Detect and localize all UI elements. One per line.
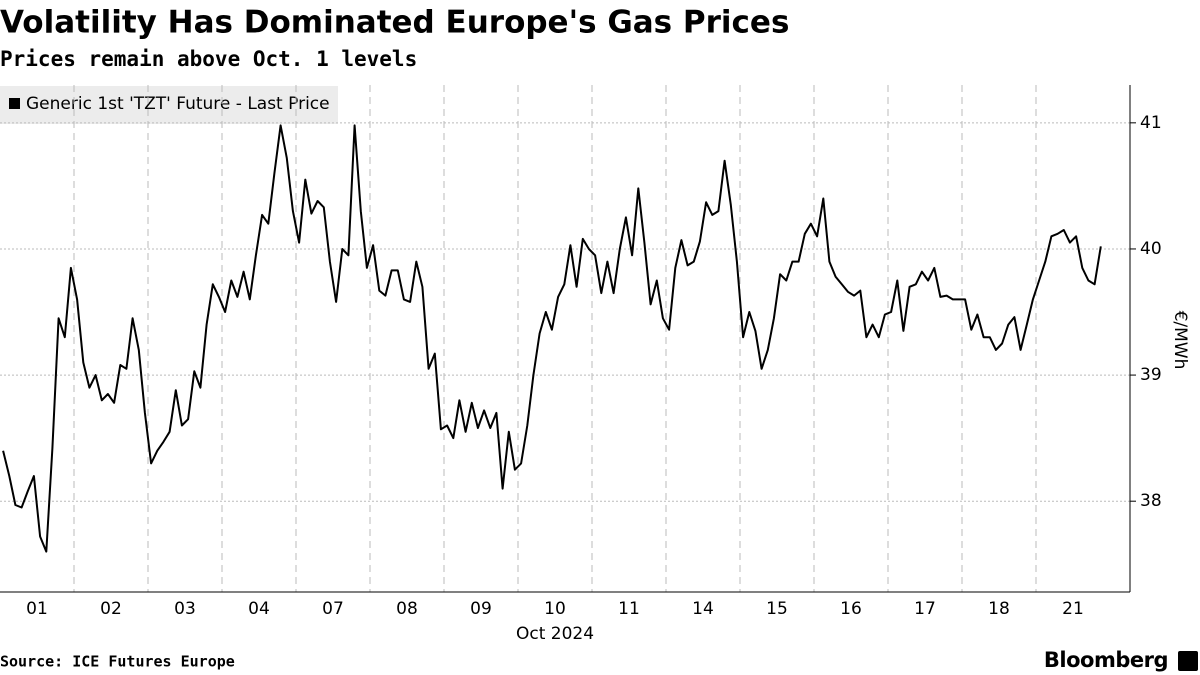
x-tick-label: 15	[766, 599, 788, 619]
x-tick-label: 17	[914, 599, 936, 619]
x-tick-label: 07	[322, 599, 344, 619]
x-tick-label: 11	[618, 599, 640, 619]
x-tick-label: 21	[1062, 599, 1084, 619]
y-tick-label: 40	[1140, 239, 1162, 259]
legend-label: Generic 1st 'TZT' Future - Last Price	[26, 94, 330, 114]
brand: Bloomberg	[1044, 648, 1168, 672]
chart-subtitle: Prices remain above Oct. 1 levels	[0, 47, 417, 71]
y-tick-label: 38	[1140, 491, 1162, 511]
x-tick-label: 16	[840, 599, 862, 619]
y-axis-label: €/MWh	[1170, 311, 1190, 370]
source: Source: ICE Futures Europe	[0, 653, 235, 671]
x-tick-label: 01	[26, 599, 48, 619]
brand-icon	[1178, 651, 1198, 671]
y-tick-label: 41	[1140, 113, 1162, 133]
x-tick-label: 10	[544, 599, 566, 619]
legend-swatch	[9, 98, 20, 109]
x-tick-label: 04	[248, 599, 270, 619]
legend-box	[0, 86, 338, 124]
x-tick-label: 09	[470, 599, 492, 619]
y-tick-label: 39	[1140, 365, 1162, 385]
price-line	[2, 124, 1102, 553]
x-axis-label: Oct 2024	[516, 624, 594, 644]
x-tick-label: 02	[100, 599, 122, 619]
x-tick-label: 18	[988, 599, 1010, 619]
x-tick-label: 03	[174, 599, 196, 619]
chart-title: Volatility Has Dominated Europe's Gas Pr…	[0, 5, 789, 41]
x-tick-label: 08	[396, 599, 418, 619]
x-tick-label: 14	[692, 599, 714, 619]
